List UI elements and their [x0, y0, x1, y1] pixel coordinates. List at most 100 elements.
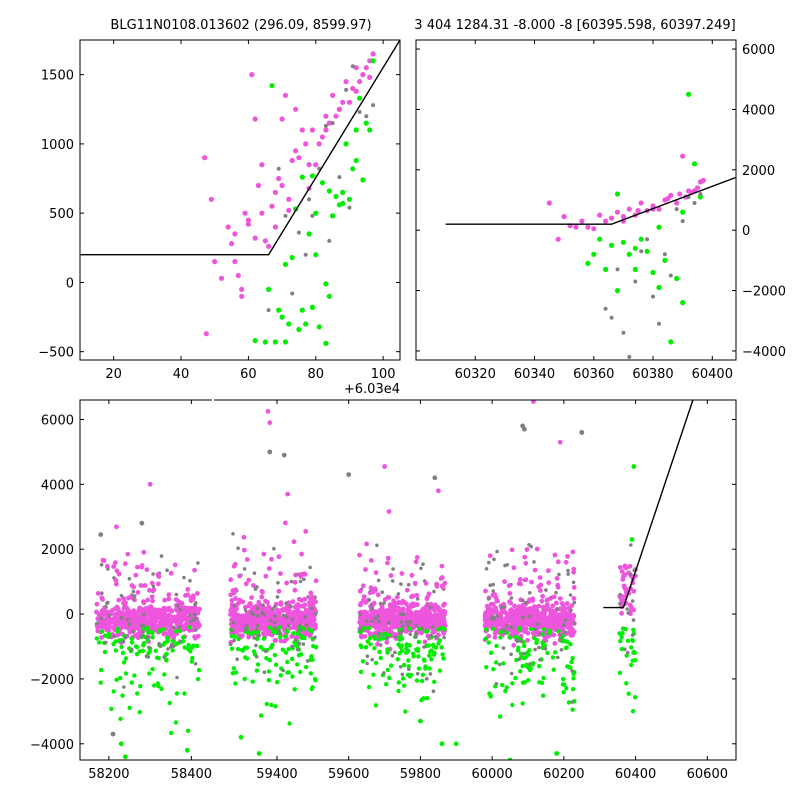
data-point — [193, 635, 198, 641]
data-point — [387, 675, 392, 681]
data-point — [585, 224, 591, 230]
y-tick-label: 0 — [66, 276, 74, 291]
data-point — [440, 652, 445, 657]
y-tick-label: 6000 — [742, 43, 775, 58]
data-point — [442, 635, 447, 640]
data-point — [288, 604, 293, 608]
data-point — [367, 74, 373, 80]
data-point — [266, 243, 272, 249]
data-point — [524, 662, 529, 667]
data-point — [407, 626, 413, 631]
data-point — [511, 642, 517, 648]
data-point — [140, 634, 144, 638]
data-point — [190, 655, 195, 661]
data-point — [414, 555, 420, 560]
data-point — [540, 593, 545, 599]
data-point — [633, 279, 638, 284]
data-point — [99, 635, 104, 640]
data-point — [291, 631, 296, 636]
data-point — [624, 653, 629, 658]
data-point — [178, 607, 182, 612]
data-point — [442, 580, 448, 586]
data-point — [145, 635, 149, 640]
data-point — [388, 663, 394, 668]
data-point — [251, 612, 256, 617]
data-point — [278, 571, 283, 576]
data-point — [267, 658, 272, 663]
x-tick-label: 60380 — [632, 367, 673, 382]
data-point — [105, 563, 110, 569]
data-point — [559, 648, 564, 652]
data-point — [107, 613, 111, 618]
data-point — [232, 638, 236, 643]
data-point — [244, 623, 249, 628]
data-point — [376, 614, 381, 619]
data-point — [343, 141, 349, 147]
data-point — [381, 622, 386, 628]
data-point — [276, 581, 280, 585]
data-point — [148, 617, 154, 623]
data-point — [400, 676, 406, 681]
data-point — [346, 472, 352, 477]
data-point — [493, 660, 499, 665]
data-point — [135, 564, 140, 570]
data-point — [254, 627, 259, 632]
data-point — [132, 673, 137, 678]
data-point — [382, 631, 387, 636]
y-tick-label: −2000 — [30, 673, 74, 688]
data-point — [252, 235, 258, 241]
data-point — [296, 155, 302, 161]
data-point — [106, 634, 111, 639]
data-point — [439, 575, 445, 580]
y-tick-label: −500 — [38, 346, 74, 361]
data-point — [571, 671, 576, 677]
data-point — [268, 618, 273, 623]
data-point — [630, 599, 635, 603]
data-point — [121, 605, 127, 611]
data-point — [357, 602, 363, 608]
data-point — [175, 675, 179, 680]
data-point — [529, 544, 533, 549]
data-point — [397, 651, 402, 656]
data-point — [389, 617, 395, 623]
data-point — [299, 652, 304, 657]
data-point — [551, 632, 557, 638]
data-point — [243, 581, 249, 587]
data-point — [650, 269, 656, 276]
data-point — [603, 218, 609, 224]
data-point — [135, 618, 140, 624]
data-point — [551, 594, 557, 600]
data-point — [517, 612, 523, 618]
data-point — [168, 630, 174, 635]
data-point — [431, 625, 435, 629]
data-point — [627, 563, 633, 569]
data-point — [308, 565, 312, 570]
data-point — [123, 561, 128, 567]
data-point — [225, 224, 231, 230]
data-point — [269, 83, 275, 89]
data-point — [623, 589, 629, 594]
data-point — [490, 626, 495, 631]
data-point — [249, 72, 255, 78]
data-point — [633, 695, 638, 700]
data-point — [534, 640, 539, 646]
data-point — [559, 601, 565, 606]
data-point — [95, 591, 101, 596]
data-point — [306, 231, 312, 237]
data-point — [358, 669, 364, 675]
data-point — [292, 579, 298, 585]
data-point — [543, 622, 549, 628]
data-point — [310, 685, 315, 690]
data-point — [100, 597, 105, 602]
data-point — [378, 601, 383, 606]
data-point — [571, 687, 576, 692]
data-point — [193, 602, 197, 607]
data-point — [428, 601, 434, 607]
data-point — [289, 254, 295, 261]
data-point — [239, 293, 245, 299]
data-point — [488, 601, 494, 607]
data-point — [552, 552, 558, 558]
data-point — [668, 339, 674, 345]
data-point — [405, 623, 410, 627]
data-point — [629, 645, 634, 650]
